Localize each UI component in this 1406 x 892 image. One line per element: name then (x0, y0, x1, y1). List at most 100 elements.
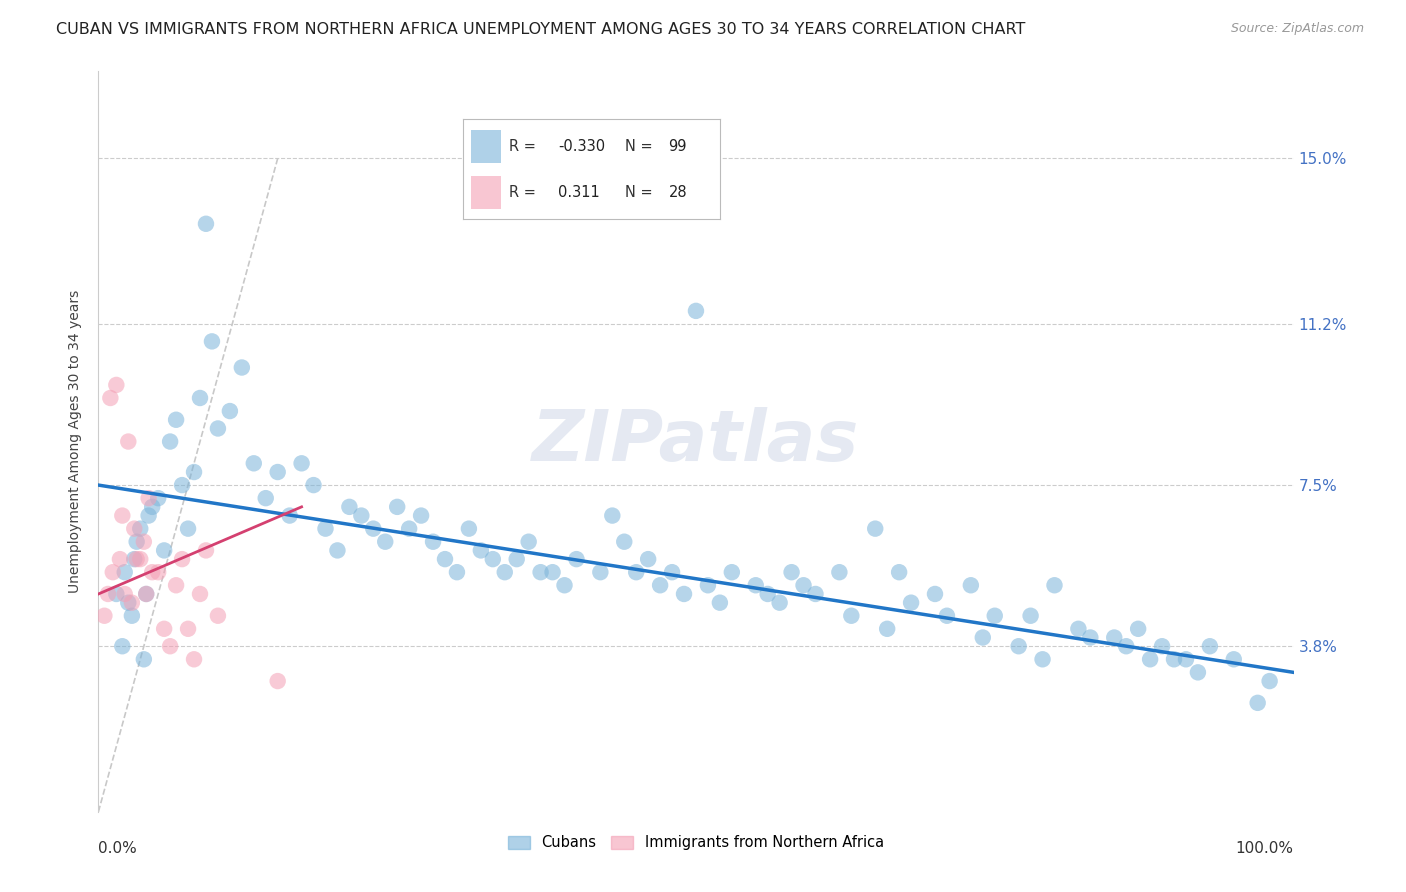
Point (1128, 622, 1150, 636)
Point (219, 404, 242, 418)
Point (177, 522, 200, 536)
Point (117, 434, 139, 449)
Point (1175, 652, 1198, 666)
Point (183, 465, 205, 479)
Point (188, 391, 211, 405)
Point (1187, 665, 1209, 680)
Point (1008, 639, 1031, 653)
Point (141, 565, 163, 579)
Point (769, 596, 792, 610)
Point (159, 434, 181, 449)
Point (267, 465, 290, 479)
Point (804, 587, 827, 601)
Point (828, 565, 851, 579)
Point (374, 534, 396, 549)
Text: 100.0%: 100.0% (1236, 841, 1294, 856)
Text: CUBAN VS IMMIGRANTS FROM NORTHERN AFRICA UNEMPLOYMENT AMONG AGES 30 TO 34 YEARS : CUBAN VS IMMIGRANTS FROM NORTHERN AFRICA… (56, 22, 1025, 37)
Point (231, 360, 253, 375)
Point (972, 631, 994, 645)
Point (111, 508, 134, 523)
Point (506, 552, 529, 566)
Point (201, 334, 224, 349)
Point (350, 508, 373, 523)
Point (339, 500, 361, 514)
Point (114, 587, 136, 601)
Point (541, 565, 564, 579)
Point (924, 587, 946, 601)
Point (267, 674, 290, 689)
Point (1163, 652, 1185, 666)
Point (315, 522, 337, 536)
Point (398, 522, 420, 536)
Point (780, 565, 803, 579)
Point (135, 587, 157, 601)
Point (697, 578, 720, 592)
Point (125, 552, 148, 566)
Point (865, 522, 887, 536)
Point (1080, 631, 1102, 645)
Point (243, 456, 266, 470)
Point (291, 456, 314, 470)
Point (132, 652, 155, 666)
Point (98, 391, 122, 405)
Point (124, 522, 146, 536)
Point (1032, 652, 1054, 666)
Point (637, 552, 659, 566)
Point (613, 534, 636, 549)
Point (411, 508, 433, 523)
Point (101, 565, 124, 579)
Point (565, 552, 588, 566)
Point (105, 378, 128, 392)
Point (111, 639, 134, 653)
Text: ZIPatlas: ZIPatlas (533, 407, 859, 476)
Point (117, 596, 139, 610)
Point (960, 578, 983, 592)
Point (494, 565, 516, 579)
Point (793, 578, 815, 592)
Point (721, 565, 744, 579)
Point (422, 534, 444, 549)
Point (1139, 652, 1161, 666)
Point (165, 578, 187, 592)
Point (661, 565, 683, 579)
Point (745, 578, 768, 592)
Point (326, 543, 349, 558)
Text: Source: ZipAtlas.com: Source: ZipAtlas.com (1230, 22, 1364, 36)
Point (900, 596, 922, 610)
Point (1152, 639, 1174, 653)
Point (141, 500, 163, 514)
Legend: Cubans, Immigrants from Northern Africa: Cubans, Immigrants from Northern Africa (502, 830, 890, 856)
Point (129, 522, 152, 536)
Point (138, 508, 160, 523)
Point (97, 587, 120, 601)
Point (135, 587, 157, 601)
Point (984, 608, 1007, 623)
Point (1019, 608, 1042, 623)
Point (889, 565, 911, 579)
Point (1115, 639, 1137, 653)
Point (1104, 631, 1126, 645)
Point (138, 491, 160, 505)
Point (254, 491, 277, 505)
Point (108, 552, 131, 566)
Point (93, 608, 115, 623)
Point (207, 421, 229, 435)
Point (470, 543, 492, 558)
Point (159, 639, 181, 653)
Point (165, 413, 187, 427)
Point (302, 478, 325, 492)
Point (183, 652, 205, 666)
Point (148, 565, 170, 579)
Point (482, 552, 505, 566)
Point (446, 565, 468, 579)
Point (1199, 639, 1222, 653)
Point (385, 500, 409, 514)
Point (626, 565, 648, 579)
Point (114, 565, 136, 579)
Point (132, 534, 155, 549)
Point (153, 622, 176, 636)
Point (195, 217, 218, 231)
Point (177, 622, 200, 636)
Point (1258, 674, 1281, 689)
Point (1067, 622, 1090, 636)
